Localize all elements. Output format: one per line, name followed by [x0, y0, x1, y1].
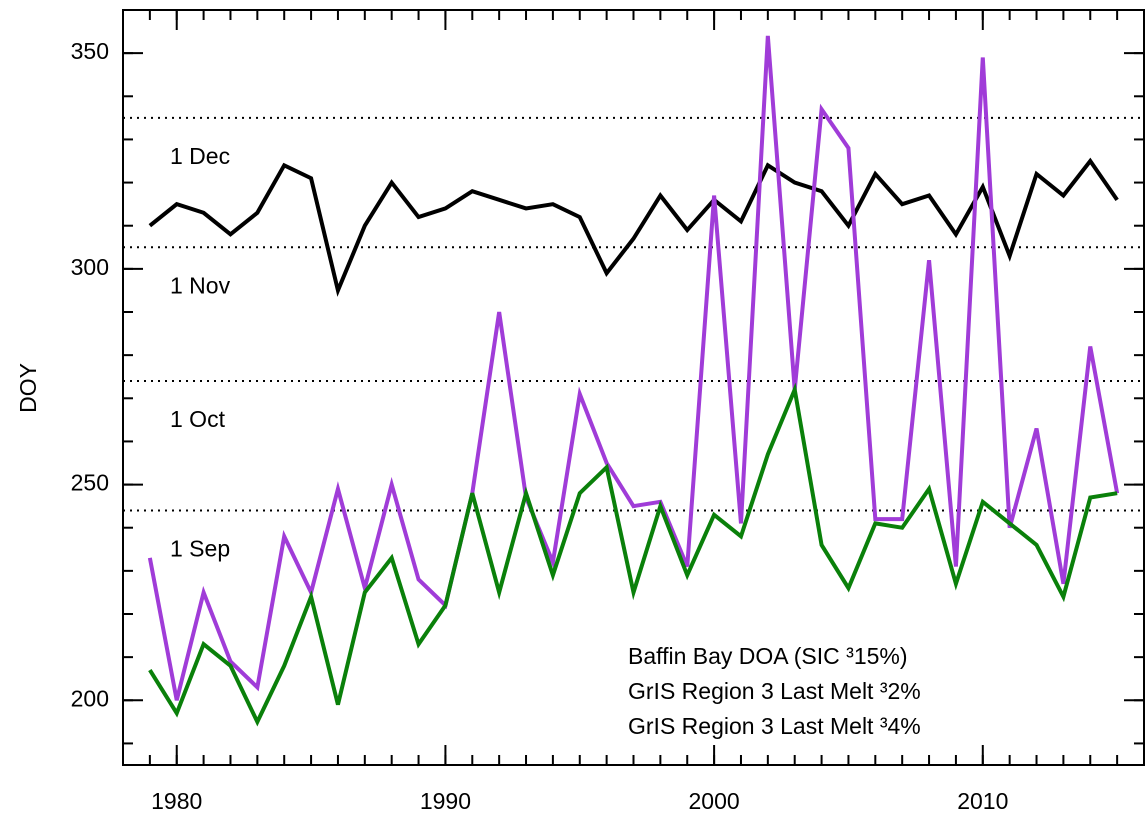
data-line [147, 35, 1120, 701]
y-tick-label: 350 [71, 38, 109, 64]
x-tick-label: 1980 [151, 788, 202, 814]
y-tick-label: 250 [71, 470, 109, 496]
reference-label: 1 Nov [170, 272, 231, 298]
x-tick-label: 2000 [689, 788, 740, 814]
data-line [148, 157, 1119, 297]
legend-entry: GrIS Region 3 Last Melt ³2% [628, 678, 921, 704]
data-line [148, 382, 1118, 727]
legend-entry: Baffin Bay DOA (SIC ³15%) [628, 643, 908, 669]
x-tick-label: 2010 [957, 788, 1008, 814]
y-axis-label: DOY [15, 363, 41, 413]
y-tick-label: 300 [71, 254, 109, 280]
y-tick-label: 200 [71, 685, 109, 711]
reference-label: 1 Oct [170, 406, 226, 432]
reference-label: 1 Dec [170, 143, 230, 169]
legend-entry: GrIS Region 3 Last Melt ³4% [628, 713, 921, 739]
reference-label: 1 Sep [170, 536, 230, 562]
x-tick-label: 1990 [420, 788, 471, 814]
